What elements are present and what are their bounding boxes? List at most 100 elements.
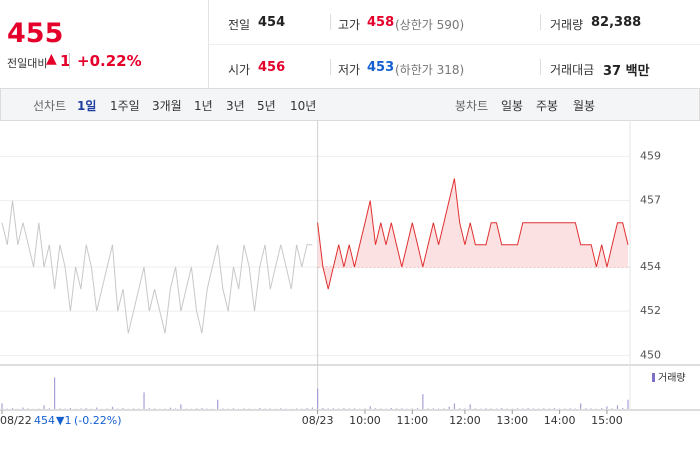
change-pct: +0.22% <box>77 52 142 70</box>
volume-bar <box>148 408 150 409</box>
stat-value: 454 <box>258 15 286 30</box>
stat-label: 거래대금 <box>550 63 595 77</box>
volume-bar <box>390 407 392 409</box>
volume-bar <box>501 408 503 409</box>
volume-bar <box>169 407 171 409</box>
volume-bar <box>217 399 219 409</box>
volume-bar <box>590 408 592 409</box>
volume-bar <box>59 408 61 409</box>
volume-bar <box>395 408 398 409</box>
footer-price: 454 <box>34 414 55 427</box>
volume-bar <box>332 408 335 409</box>
volume-bar <box>85 408 87 409</box>
volume-bar <box>506 408 508 409</box>
volume-bar <box>490 408 492 409</box>
volume-bar <box>243 408 245 409</box>
volume-bar <box>516 408 519 409</box>
volume-bar <box>106 408 108 409</box>
stat-label: 전일 <box>228 18 251 32</box>
volume-bar <box>422 394 424 409</box>
tab: 봉차트 <box>455 99 489 113</box>
stat-value: 82,388 <box>591 15 642 30</box>
volume-bar <box>280 408 282 409</box>
volume-bar <box>553 408 555 409</box>
volume-bar <box>295 408 298 409</box>
volume-bar <box>27 408 29 409</box>
volume-bar <box>317 388 319 409</box>
tab[interactable]: 10년 <box>290 99 317 113</box>
volume-bar <box>443 408 445 409</box>
footer-pct: (-0.22%) <box>74 414 122 427</box>
x-tick-label: 11:00 <box>396 414 428 427</box>
volume-bar <box>54 377 56 409</box>
volume-bar <box>22 407 24 409</box>
divider <box>330 59 331 75</box>
x-tick-label: 08/23 <box>302 414 334 427</box>
volume-bar <box>374 408 377 409</box>
volume-bar <box>259 407 261 409</box>
price-line <box>1 200 313 334</box>
volume-bar <box>569 408 571 409</box>
divider <box>540 59 541 75</box>
volume-bar <box>201 408 203 409</box>
volume-bar <box>522 408 524 409</box>
volume-bar <box>311 407 313 409</box>
tab[interactable]: 3개월 <box>152 99 182 113</box>
volume-bar <box>459 408 461 409</box>
divider <box>540 14 541 30</box>
volume-bar <box>380 408 382 409</box>
stat-note: (하한가 318) <box>395 63 465 77</box>
volume-bar <box>322 407 324 409</box>
volume-bar <box>232 408 235 409</box>
stat-value: 37 백만 <box>603 64 650 79</box>
volume-bar <box>469 404 471 409</box>
volume-bar <box>180 404 182 409</box>
volume-bar <box>48 408 50 409</box>
divider <box>330 14 331 30</box>
volume-bar <box>143 392 145 409</box>
stat-value: 456 <box>258 60 286 75</box>
tab[interactable]: 3년 <box>226 99 245 113</box>
volume-bar <box>122 408 124 409</box>
tab[interactable]: 1일 <box>77 99 97 113</box>
change-arrow: ▲ <box>46 51 57 67</box>
stat-label: 거래량 <box>550 18 584 32</box>
volume-bar <box>411 408 413 409</box>
volume-bar <box>364 408 366 409</box>
volume-bar <box>616 405 619 409</box>
volume-bar <box>453 403 456 409</box>
volume-bar <box>606 406 608 409</box>
footer-change: ▼1 <box>56 414 71 427</box>
tab[interactable]: 일봉 <box>501 99 524 113</box>
x-tick-label: 12:00 <box>449 414 481 427</box>
tab: 선차트 <box>33 99 67 113</box>
volume-bar <box>269 408 271 409</box>
tab[interactable]: 1주일 <box>110 99 140 113</box>
volume-bar <box>80 408 82 409</box>
volume-bar <box>548 408 550 409</box>
x-tick-label: 15:00 <box>591 414 623 427</box>
volume-bar <box>611 408 613 409</box>
tab[interactable]: 1년 <box>194 99 213 113</box>
y-tick-label: 459 <box>640 149 661 162</box>
tab[interactable]: 주봉 <box>536 99 559 113</box>
legend-swatch <box>652 373 655 382</box>
volume-bar <box>432 408 434 409</box>
volume-bar <box>601 408 603 409</box>
tab[interactable]: 5년 <box>257 99 276 113</box>
volume-bar <box>353 408 356 409</box>
stat-note: (상한가 590) <box>395 18 465 32</box>
volume-bar <box>96 407 98 409</box>
y-tick-label: 457 <box>640 194 661 207</box>
stat-label: 고가 <box>338 18 361 32</box>
volume-bar <box>564 408 566 409</box>
tab[interactable]: 월봉 <box>573 99 596 113</box>
divider <box>208 44 700 45</box>
volume-bar <box>69 407 71 409</box>
y-tick-label: 452 <box>640 304 661 317</box>
volume-bar <box>401 408 403 409</box>
volume-bar <box>532 408 534 409</box>
stat-label: 시가 <box>228 63 251 77</box>
legend-label: 거래량 <box>658 372 686 384</box>
volume-bar <box>11 408 14 409</box>
